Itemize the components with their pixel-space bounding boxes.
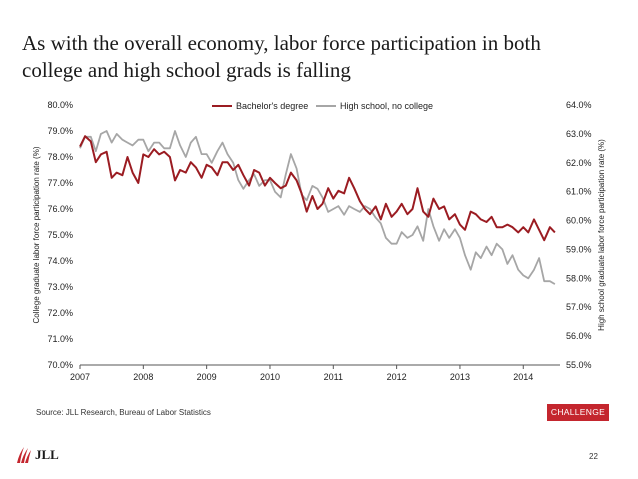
y-left-tick-label: 73.0%: [47, 282, 73, 292]
y-left-tick-label: 72.0%: [47, 308, 73, 318]
x-tick-label: 2010: [260, 372, 280, 382]
y-left-tick-label: 70.0%: [47, 360, 73, 370]
y-left-tick-label: 77.0%: [47, 178, 73, 188]
jll-logo-icon: [17, 447, 31, 463]
x-tick-label: 2009: [197, 372, 217, 382]
left-y-axis: 70.0% 71.0% 72.0% 73.0% 74.0% 75.0% 76.0% 77.0%…: [47, 100, 73, 370]
x-tick-label: 2008: [133, 372, 153, 382]
x-tick-label: 2012: [387, 372, 407, 382]
y-left-tick-label: 76.0%: [47, 204, 73, 214]
page-number: 22: [589, 452, 598, 461]
y-axis-label-left: College graduate labor force participati…: [32, 146, 41, 323]
jll-logo: JLL: [16, 446, 59, 464]
chart-legend: Bachelor's degree High school, no college: [212, 101, 433, 111]
line-chart: 70.0% 71.0% 72.0% 73.0% 74.0% 75.0% 76.0% 77.0%…: [32, 100, 606, 382]
y-left-tick-label: 80.0%: [47, 100, 73, 110]
slide-title: As with the overall economy, labor force…: [22, 31, 541, 82]
x-tick-label: 2014: [513, 372, 533, 382]
logo-text: JLL: [35, 447, 59, 462]
y-left-tick-label: 75.0%: [47, 230, 73, 240]
x-axis: 2007 2008 2009 2010 2011 2012 2013 2014: [70, 365, 533, 382]
y-left-tick-label: 71.0%: [47, 334, 73, 344]
y-left-tick-label: 79.0%: [47, 126, 73, 136]
y-left-tick-label: 78.0%: [47, 152, 73, 162]
y-right-tick-label: 55.0%: [566, 360, 592, 370]
series-line-bachelors: [79, 135, 556, 242]
source-note: Source: JLL Research, Bureau of Labor St…: [36, 408, 211, 417]
challenge-badge: CHALLENGE: [547, 404, 609, 421]
y-right-tick-label: 58.0%: [566, 273, 592, 283]
legend-label: High school, no college: [340, 101, 433, 111]
y-right-tick-label: 63.0%: [566, 129, 592, 139]
x-tick-label: 2013: [450, 372, 470, 382]
legend-label: Bachelor's degree: [236, 101, 308, 111]
y-right-tick-label: 56.0%: [566, 331, 592, 341]
y-right-tick-label: 62.0%: [566, 158, 592, 168]
y-right-tick-label: 57.0%: [566, 302, 592, 312]
y-left-tick-label: 74.0%: [47, 256, 73, 266]
y-axis-label-right: High school graduate labor force partici…: [597, 139, 606, 331]
series-layer: [79, 130, 556, 285]
y-right-tick-label: 61.0%: [566, 187, 592, 197]
x-tick-label: 2007: [70, 372, 90, 382]
y-right-tick-label: 59.0%: [566, 244, 592, 254]
y-right-tick-label: 64.0%: [566, 100, 592, 110]
series-line-high-school: [79, 130, 556, 285]
x-tick-label: 2011: [324, 372, 343, 382]
right-y-axis: 55.0% 56.0% 57.0% 58.0% 59.0% 60.0% 61.0% 62.0%…: [566, 100, 592, 370]
y-right-tick-label: 60.0%: [566, 216, 592, 226]
